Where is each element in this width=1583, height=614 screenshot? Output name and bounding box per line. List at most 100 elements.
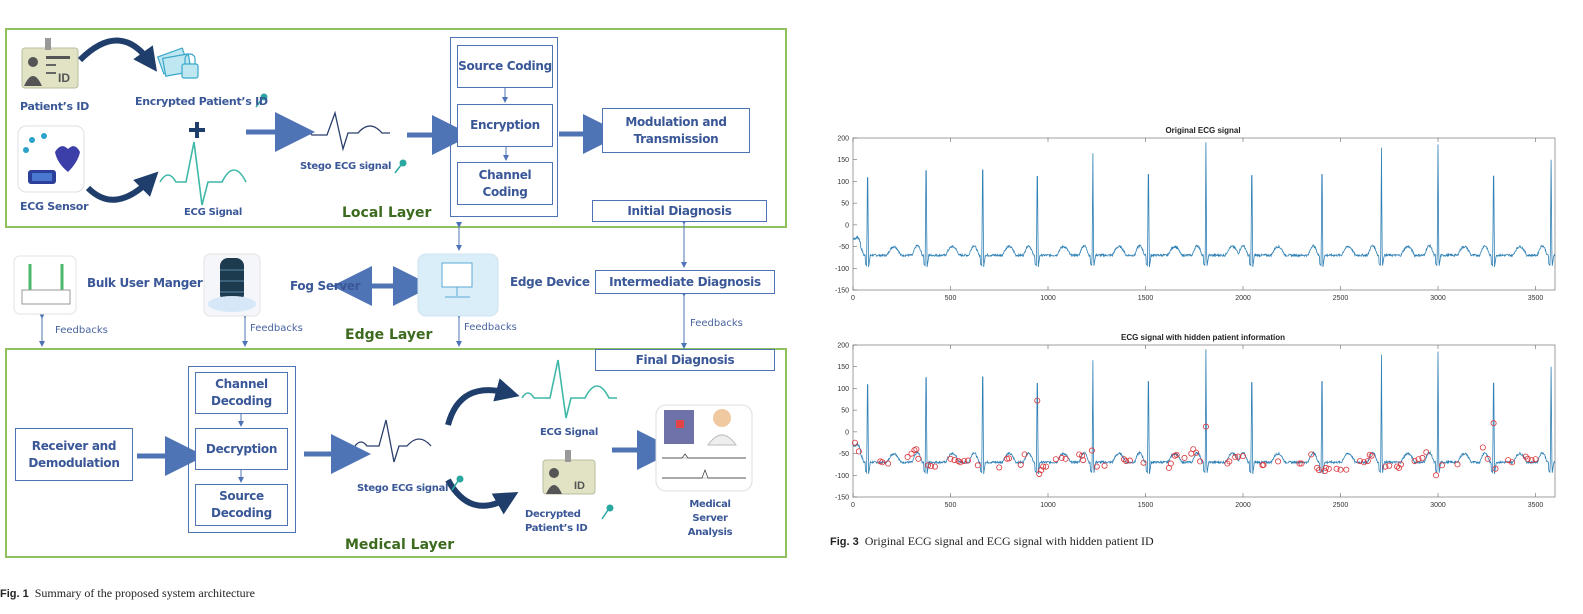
hidden-data-marker	[1126, 457, 1133, 464]
hidden-data-marker	[1433, 472, 1440, 479]
feedbacks-label: Feedbacks	[690, 318, 743, 329]
hidden-data-marker	[1296, 460, 1303, 467]
hidden-data-marker	[1479, 444, 1486, 451]
x-tick-label: 3500	[1528, 295, 1544, 302]
hidden-data-marker	[1325, 465, 1332, 472]
curved-arrow	[445, 378, 520, 426]
caption-text: Summary of the proposed system architect…	[34, 586, 256, 600]
decryption-box: Decryption	[195, 428, 288, 470]
local-layer-title: Local Layer	[342, 205, 432, 221]
hidden-data-marker	[1524, 455, 1531, 462]
y-tick-label: 0	[845, 429, 849, 436]
hidden-data-marker	[1181, 454, 1188, 461]
chart-2-title: ECG signal with hidden patient informati…	[1121, 333, 1285, 342]
caption-label: Fig. 1	[0, 588, 29, 600]
y-tick-label: 50	[841, 201, 849, 208]
x-tick-label: 3000	[1430, 295, 1446, 302]
decrypted-id-label: Decrypted Patient’s ID	[525, 509, 588, 534]
y-tick-label: 150	[837, 157, 849, 164]
stego-label: Stego ECG signal	[300, 161, 392, 172]
y-tick-label: -50	[839, 244, 849, 251]
x-tick-label: 2500	[1333, 295, 1349, 302]
hidden-data-marker	[1140, 459, 1147, 466]
key-icon	[198, 93, 614, 520]
server-doctor-icon	[655, 404, 753, 492]
hidden-data-marker	[855, 448, 862, 455]
ecg-signal-label: ECG Signal	[184, 207, 242, 218]
id-card-icon: ID	[542, 450, 596, 495]
hidden-data-marker	[1101, 462, 1108, 469]
hidden-data-marker	[915, 455, 922, 462]
hidden-data-marker	[1017, 461, 1024, 468]
feedback-arrows	[39, 219, 687, 349]
hidden-data-marker	[1232, 454, 1239, 461]
encryption-box: Encryption	[457, 104, 553, 147]
x-tick-label: 3500	[1528, 502, 1544, 509]
hidden-data-marker	[1360, 459, 1367, 466]
edge-device-label: Edge Device	[510, 275, 590, 289]
svg-text:ID: ID	[574, 480, 585, 492]
hidden-data-marker	[1239, 453, 1246, 460]
channel-coding-box: Channel Coding	[457, 162, 553, 205]
plot-area	[852, 344, 1556, 498]
hidden-data-marker	[1040, 463, 1047, 470]
hidden-data-marker	[1308, 451, 1315, 458]
hidden-data-marker	[1197, 458, 1204, 465]
hidden-data-marker	[1492, 465, 1499, 472]
hidden-data-marker	[1190, 446, 1197, 453]
y-tick-label: 150	[837, 364, 849, 371]
hidden-data-marker	[1093, 463, 1100, 470]
hidden-data-marker	[957, 459, 964, 466]
y-tick-label: -150	[835, 495, 849, 502]
hidden-data-marker	[1484, 455, 1491, 462]
hidden-data-marker	[961, 457, 968, 464]
ecg-signal-wave	[159, 141, 247, 206]
curved-arrow	[77, 37, 157, 72]
hidden-data-marker	[913, 446, 920, 453]
x-tick-label: 2000	[1235, 295, 1251, 302]
hidden-data-marker	[851, 439, 858, 446]
hidden-data-marker	[1396, 464, 1403, 471]
hidden-data-marker	[1052, 456, 1059, 463]
hidden-data-marker	[1490, 420, 1497, 427]
plot-area	[852, 137, 1556, 291]
plus-icon	[189, 122, 205, 138]
hidden-data-marker	[1062, 455, 1069, 462]
hidden-data-marker	[1438, 462, 1445, 469]
feedbacks-label: Feedbacks	[250, 323, 303, 334]
hidden-data-marker	[1043, 463, 1050, 470]
fog-server-label: Fog Server	[290, 279, 361, 293]
hidden-data-marker	[1382, 463, 1389, 470]
id-card-icon: ID	[21, 38, 79, 89]
bulk-user-label: Bulk User Manger	[87, 276, 203, 290]
x-tick-label: 1500	[1138, 502, 1154, 509]
chart-1-title: Original ECG signal	[1165, 126, 1241, 135]
hidden-data-marker	[1509, 459, 1516, 466]
hidden-data-marker	[1193, 449, 1200, 456]
hidden-data-marker	[1343, 466, 1350, 473]
hidden-data-marker	[1167, 460, 1174, 467]
hidden-data-marker	[931, 463, 938, 470]
hidden-data-marker	[1122, 457, 1129, 464]
y-tick-label: -150	[835, 288, 849, 295]
source-decoding-box: Source Decoding	[195, 484, 288, 526]
hidden-data-marker	[1080, 457, 1087, 464]
intermediate-diagnosis-box: Intermediate Diagnosis	[595, 270, 775, 294]
x-tick-label: 1000	[1040, 502, 1056, 509]
hidden-data-marker	[1423, 449, 1430, 456]
hidden-data-marker	[1021, 451, 1028, 458]
final-diagnosis-box: Final Diagnosis	[595, 349, 775, 371]
desktop-computer-icon	[417, 253, 499, 317]
x-tick-label: 1000	[1040, 295, 1056, 302]
ecg-signal-label: ECG Signal	[540, 427, 598, 438]
hidden-data-marker	[1034, 397, 1041, 404]
hidden-data-marker	[965, 457, 972, 464]
hidden-data-marker	[1364, 457, 1371, 464]
y-tick-label: 200	[837, 343, 849, 350]
hidden-data-marker	[1454, 461, 1461, 468]
diagram-graphics: ID	[13, 37, 753, 520]
x-tick-label: 0	[851, 502, 855, 509]
coding-group-frame	[450, 37, 558, 217]
curved-arrow	[85, 171, 159, 203]
